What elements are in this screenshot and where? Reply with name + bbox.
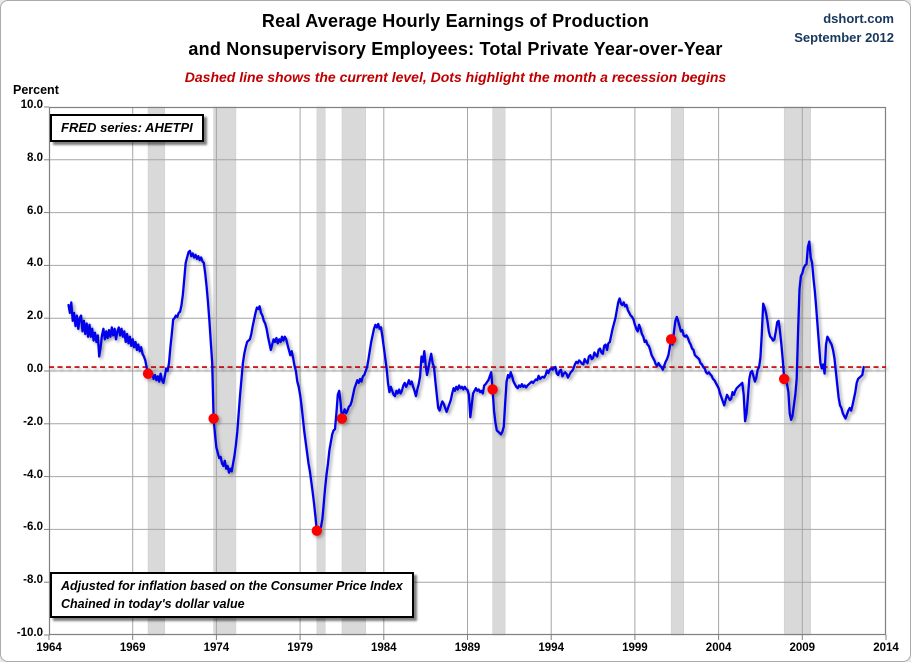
credit-block: dshort.com September 2012 [794,9,894,47]
y-tick-label: 6.0 [27,204,43,217]
x-tick-label: 2014 [873,642,899,654]
recession-start-dot [142,368,154,379]
recession-start-dot [487,384,498,395]
fred-series-callout: FRED series: AHETPI [50,114,204,142]
recession-start-dot [665,334,677,345]
y-tick-label: 0.0 [27,363,43,375]
x-tick-label: 1984 [371,642,397,654]
x-tick-label: 2004 [705,642,732,654]
chart-subtitle: Dashed line shows the current level, Dot… [184,69,727,85]
x-tick-label: 2009 [789,642,816,654]
x-tick-label: 1969 [119,642,146,654]
recession-start-dot [778,373,790,385]
x-tick-label: 1974 [203,642,230,654]
x-tick-label: 1994 [538,642,564,654]
credit-date: September 2012 [794,30,894,45]
x-tick-label: 1979 [287,642,313,654]
recession-start-dot [311,525,323,536]
credit-site: dshort.com [823,11,894,26]
y-tick-label: -8.0 [23,574,43,587]
y-tick-label: -10.0 [16,627,43,639]
fred-series-label: FRED series: AHETPI [61,120,193,135]
chart-title-line2: and Nonsupervisory Employees: Total Priv… [188,39,723,59]
chart-title-line1: Real Average Hourly Earnings of Producti… [261,11,650,31]
y-axis-title: Percent [13,83,59,97]
footnote-line1: Adjusted for inflation based on the Cons… [61,579,403,593]
recession-start-dot [336,413,348,424]
y-tick-label: 8.0 [27,151,43,164]
plot-border [48,106,887,636]
y-tick-label: -6.0 [23,521,43,534]
earnings-yoy-line [67,240,865,534]
x-tick-label: 1999 [622,642,648,654]
footnote-line2: Chained in today's dollar value [61,597,245,611]
plot-area [44,106,887,640]
y-tick-label: 4.0 [27,257,43,270]
line-chart [44,106,887,640]
y-tick-label: 2.0 [27,310,43,323]
x-tick-label: 1964 [36,642,62,654]
inflation-footnote-callout: Adjusted for inflation based on the Cons… [50,572,414,618]
y-tick-label: 10.0 [20,99,43,111]
recession-start-dot [208,413,219,424]
y-tick-label: -2.0 [23,415,43,428]
data-layer [49,240,886,536]
y-tick-label: -4.0 [23,468,43,481]
x-tick-label: 1989 [454,642,481,654]
